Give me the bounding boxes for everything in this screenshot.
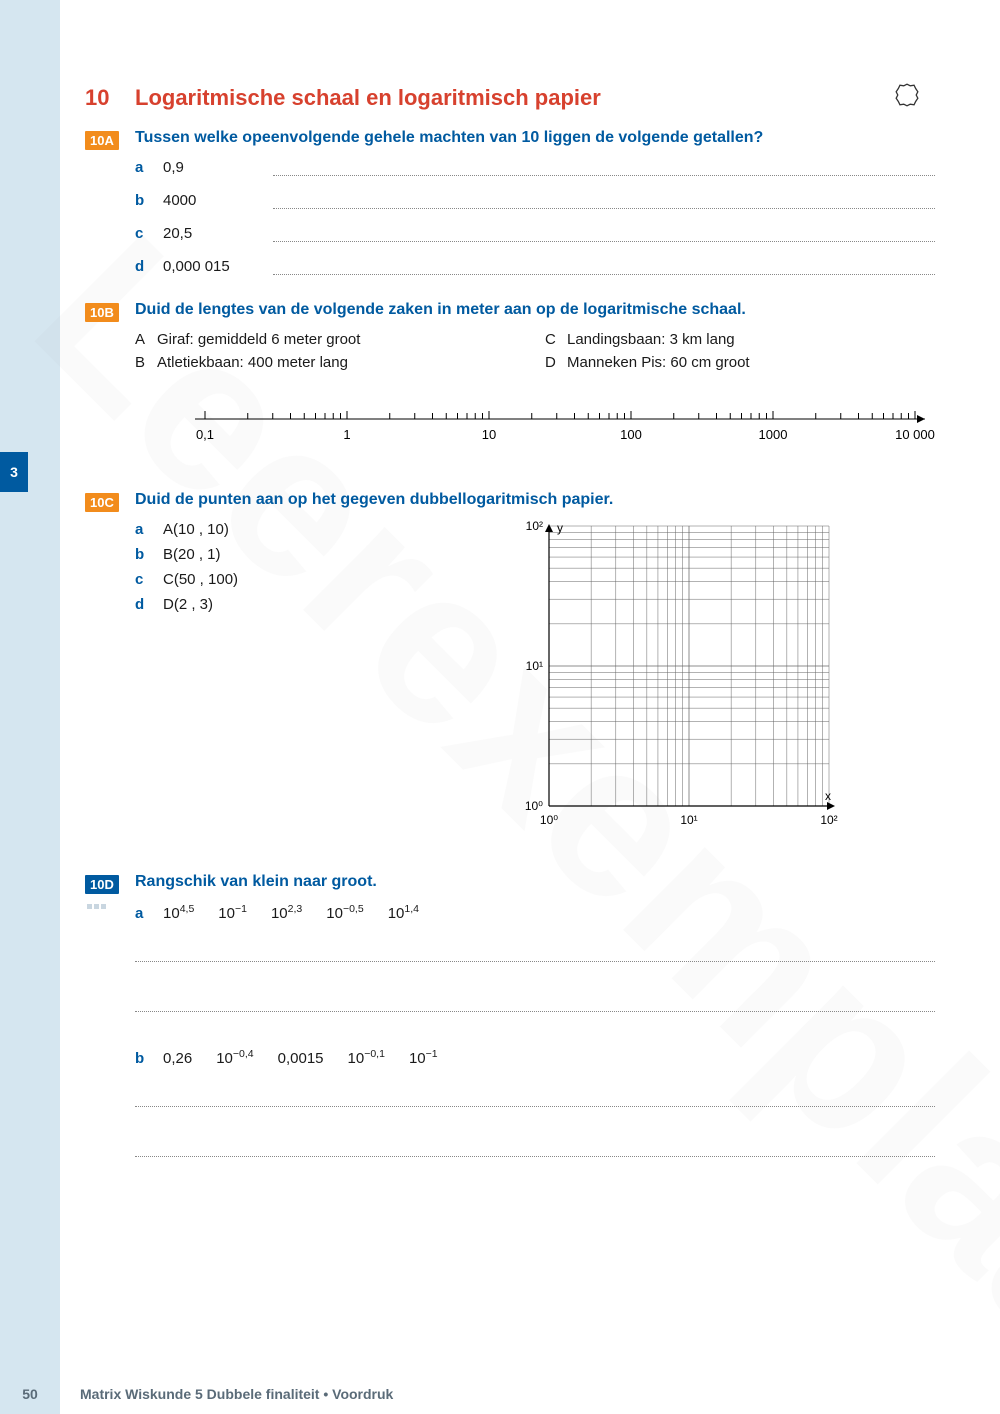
answer-line	[273, 261, 935, 275]
answer-line	[135, 998, 935, 1012]
badge-10D: 10D	[85, 875, 119, 894]
svg-text:y: y	[557, 521, 563, 535]
svg-text:10⁰: 10⁰	[540, 813, 558, 827]
sub-letter: b	[135, 192, 163, 209]
sub-value: 4000	[163, 192, 273, 209]
loglog-grid: y x 10⁰ 10¹ 10² 10⁰ 10¹ 10²	[515, 521, 847, 849]
prompt-10C: Duid de punten aan op het gegeven dubbel…	[135, 491, 935, 509]
sub-row: d 0,000 015	[135, 258, 935, 275]
svg-text:10⁰: 10⁰	[525, 799, 543, 813]
prompt-10B: Duid de lengtes van de volgende zaken in…	[135, 301, 935, 319]
point-item: dD(2 , 3)	[135, 596, 335, 613]
answer-line	[273, 195, 935, 209]
left-margin-bar	[0, 0, 60, 1414]
sort-part: b0,2610−0,40,001510−0,110−1	[135, 1048, 935, 1157]
badge-10A: 10A	[85, 131, 119, 150]
sort-part: a104,510−1102,310−0,5101,4	[135, 903, 935, 1012]
list-item: AGiraf: gemiddeld 6 meter groot	[135, 331, 525, 348]
sub-row: a 0,9	[135, 159, 935, 176]
point-item: aA(10 , 10)	[135, 521, 335, 538]
sub-letter: a	[135, 159, 163, 176]
log-axis: 0,1 1 10 100 1000 10 000	[195, 407, 935, 461]
footer-text: Matrix Wiskunde 5 Dubbele finaliteit • V…	[80, 1374, 393, 1414]
list-item: BAtletiekbaan: 400 meter lang	[135, 354, 525, 371]
sub-value: 0,000 015	[163, 258, 273, 275]
svg-text:0,1: 0,1	[196, 427, 214, 442]
question-10C: 10C Duid de punten aan op het gegeven du…	[85, 491, 935, 849]
svg-text:x: x	[825, 789, 831, 803]
answer-line	[135, 1143, 935, 1157]
sub-row: b 4000	[135, 192, 935, 209]
svg-text:10²: 10²	[526, 521, 543, 533]
chapter-tab: 3	[0, 452, 28, 492]
sub-row: c 20,5	[135, 225, 935, 242]
answer-line	[273, 162, 935, 176]
svg-text:1000: 1000	[759, 427, 788, 442]
sub-letter: c	[135, 225, 163, 242]
sub-letter: d	[135, 258, 163, 275]
svg-text:10 000: 10 000	[895, 427, 935, 442]
svg-text:10¹: 10¹	[526, 659, 543, 673]
prompt-10D: Rangschik van klein naar groot.	[135, 873, 935, 891]
section-title: 10Logaritmische schaal en logaritmisch p…	[85, 85, 935, 111]
point-item: bB(20 , 1)	[135, 546, 335, 563]
badge-10B: 10B	[85, 303, 119, 322]
page-number: 50	[0, 1374, 60, 1414]
svg-text:10²: 10²	[820, 813, 837, 827]
list-item: CLandingsbaan: 3 km lang	[545, 331, 935, 348]
question-10D: 10D Rangschik van klein naar groot. a104…	[85, 873, 935, 1193]
question-10A: 10A Tussen welke opeenvolgende gehele ma…	[85, 129, 935, 291]
sub-value: 0,9	[163, 159, 273, 176]
answer-line	[273, 228, 935, 242]
sub-value: 20,5	[163, 225, 273, 242]
svg-text:100: 100	[620, 427, 642, 442]
section-number: 10	[85, 85, 135, 111]
svg-text:10: 10	[482, 427, 496, 442]
question-10B: 10B Duid de lengtes van de volgende zake…	[85, 301, 935, 481]
svg-text:1: 1	[343, 427, 350, 442]
badge-10C: 10C	[85, 493, 119, 512]
prompt-10A: Tussen welke opeenvolgende gehele machte…	[135, 129, 935, 147]
difficulty-dots	[87, 896, 135, 913]
answer-line	[135, 1093, 935, 1107]
list-item: DManneken Pis: 60 cm groot	[545, 354, 935, 371]
answer-line	[135, 948, 935, 962]
svg-text:10¹: 10¹	[680, 813, 697, 827]
point-item: cC(50 , 100)	[135, 571, 335, 588]
